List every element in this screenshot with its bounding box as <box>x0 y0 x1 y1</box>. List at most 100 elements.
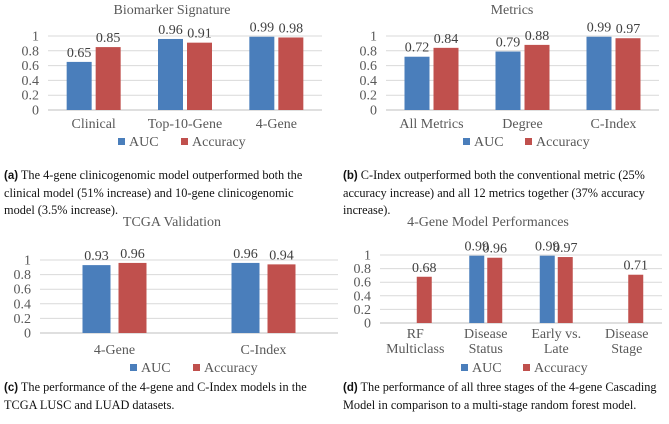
chart-1-data-label: 0.97 <box>616 22 641 37</box>
chart-2-y-tick-label: 0 <box>24 327 31 342</box>
chart-2-bar-auc <box>231 262 260 333</box>
chart-3-y-tick-label: 0.2 <box>354 303 372 318</box>
chart-1-data-label: 0.72 <box>405 41 430 56</box>
chart-2-bar-accuracy <box>118 262 147 333</box>
chart-3-title: 4-Gene Model Performances <box>407 215 569 230</box>
chart-0-category-label: 4-Gene <box>256 117 297 132</box>
chart-0-data-label: 0.96 <box>158 23 183 38</box>
chart-3-data-label: 0.96 <box>483 242 508 257</box>
chart-0-data-label: 0.91 <box>187 27 212 42</box>
caption-d-letter: (d) <box>343 382 358 394</box>
chart-1-title: Metrics <box>491 3 534 18</box>
chart-1-y-tick-label: 0.2 <box>360 89 378 104</box>
chart-0-category-label: Top-10-Gene <box>148 117 222 132</box>
caption-b-letter: (b) <box>343 170 358 182</box>
chart-1-category-label: Degree <box>502 117 542 132</box>
chart-2-category-label: C-Index <box>241 343 287 358</box>
chart-0-bar-auc <box>158 38 183 110</box>
chart-1-data-label: 0.79 <box>496 36 521 51</box>
chart-2-y-tick-label: 0.2 <box>14 312 32 327</box>
chart-3-bar-auc <box>469 255 485 323</box>
chart-3-bar-auc <box>539 255 555 323</box>
chart-1-category-label: All Metrics <box>399 117 463 132</box>
chart-2-legend-label-auc: AUC <box>141 361 171 376</box>
chart-2-y-tick-label: 0.4 <box>14 297 32 312</box>
chart-3-y-tick-label: 1 <box>364 249 371 264</box>
caption-d: (d) The performance of all three stages … <box>343 379 665 414</box>
chart-0-bar-accuracy <box>278 37 304 111</box>
chart-0-data-label: 0.65 <box>67 46 92 61</box>
chart-d: 4-Gene Model Performances 00.20.40.60.81 0… <box>354 215 662 376</box>
chart-2-data-label: 0.93 <box>84 249 109 264</box>
chart-0-y-tick-label: 0.2 <box>22 89 40 104</box>
chart-0-y-tick-label: 0.4 <box>22 74 40 89</box>
chart-0-bar-accuracy <box>187 42 212 110</box>
caption-c-letter: (c) <box>4 382 19 394</box>
chart-1-bar-accuracy <box>524 44 550 110</box>
chart-1-bar-auc <box>495 51 521 110</box>
chart-1-bar-auc <box>404 56 430 110</box>
chart-2-bar-auc <box>82 265 111 333</box>
chart-1-y-tick-label: 0.8 <box>360 44 378 59</box>
chart-1-bar-accuracy <box>615 38 641 110</box>
chart-3-data-label: 0.99 <box>465 240 490 255</box>
caption-a-letter: (a) <box>4 170 19 182</box>
chart-2-category-label: 4-Gene <box>94 343 135 358</box>
chart-1-y-tick-label: 0 <box>370 104 377 119</box>
chart-2-data-label: 0.94 <box>269 248 294 263</box>
chart-0-bar-accuracy <box>95 47 121 110</box>
chart-b: Metrics 00.20.40.60.81 0.72 0.84 All Metrics… <box>360 3 659 150</box>
chart-3-legend-swatch-auc <box>461 364 468 371</box>
chart-0-y-tick-label: 0 <box>32 104 39 119</box>
chart-0-legend-swatch-accuracy <box>181 138 188 145</box>
chart-3-legend-label-auc: AUC <box>472 361 502 376</box>
chart-3-legend-swatch-accuracy <box>523 364 530 371</box>
chart-0-data-label: 0.99 <box>250 21 275 36</box>
chart-0-legend-label-accuracy: Accuracy <box>192 135 246 150</box>
caption-a-text: The 4-gene clinicogenomic model outperfo… <box>4 168 303 217</box>
chart-3-data-label: 0.71 <box>624 259 649 274</box>
chart-2-data-label: 0.96 <box>233 247 258 262</box>
chart-1-y-tick-label: 0.4 <box>360 74 378 89</box>
caption-d-text: The performance of all three stages of t… <box>343 380 657 412</box>
chart-3-bar-accuracy <box>416 276 432 323</box>
chart-0-legend-swatch-auc <box>118 138 125 145</box>
chart-1-y-tick-label: 1 <box>370 30 377 45</box>
chart-c: TCGA Validation 00.20.40.60.81 0.93 0.96 4-G… <box>14 215 338 376</box>
chart-3-legend-label-accuracy: Accuracy <box>534 361 588 376</box>
chart-3-category-label: Disease <box>464 327 508 342</box>
chart-3-bar-accuracy <box>628 274 644 323</box>
chart-3-bar-accuracy <box>487 257 503 323</box>
chart-a: Biomarker Signature 00.20.40.60.81 0.65 0.8… <box>22 3 322 150</box>
chart-0-title: Biomarker Signature <box>113 3 230 18</box>
chart-3-y-tick-label: 0.4 <box>354 289 372 304</box>
chart-1-legend-label-accuracy: Accuracy <box>536 135 590 150</box>
caption-b-text: C-Index outperformed both the convention… <box>343 168 645 217</box>
chart-3-y-tick-label: 0 <box>364 317 371 332</box>
chart-1-bar-auc <box>586 36 612 110</box>
chart-0-bar-auc <box>66 61 92 110</box>
chart-2-title: TCGA Validation <box>123 215 221 230</box>
caption-c-text: The performance of the 4-gene and C-Inde… <box>4 380 307 412</box>
chart-2-y-tick-label: 0.6 <box>14 283 32 298</box>
chart-3-data-label: 0.99 <box>535 240 560 255</box>
chart-0-y-tick-label: 1 <box>32 30 39 45</box>
chart-2-y-tick-label: 0.8 <box>14 268 32 283</box>
chart-1-data-label: 0.84 <box>434 32 459 47</box>
chart-3-data-label: 0.97 <box>553 241 578 256</box>
chart-0-y-tick-label: 0.8 <box>22 44 40 59</box>
caption-b: (b) C-Index outperformed both the conven… <box>343 167 665 219</box>
chart-1-legend-label-auc: AUC <box>474 135 504 150</box>
chart-0-data-label: 0.98 <box>279 21 304 36</box>
chart-1-legend-swatch-auc <box>463 138 470 145</box>
chart-3-category-label: Status <box>469 342 503 357</box>
chart-1-bar-accuracy <box>433 47 459 110</box>
chart-0-legend-label-auc: AUC <box>129 135 159 150</box>
chart-3-data-label: 0.68 <box>412 261 437 276</box>
chart-3-y-tick-label: 0.6 <box>354 276 372 291</box>
chart-3-category-label: Multiclass <box>386 342 444 357</box>
chart-3-category-label: Disease <box>605 327 649 342</box>
chart-1-category-label: C-Index <box>591 117 637 132</box>
chart-1-data-label: 0.99 <box>587 21 612 36</box>
chart-3-category-label: Stage <box>611 342 642 357</box>
